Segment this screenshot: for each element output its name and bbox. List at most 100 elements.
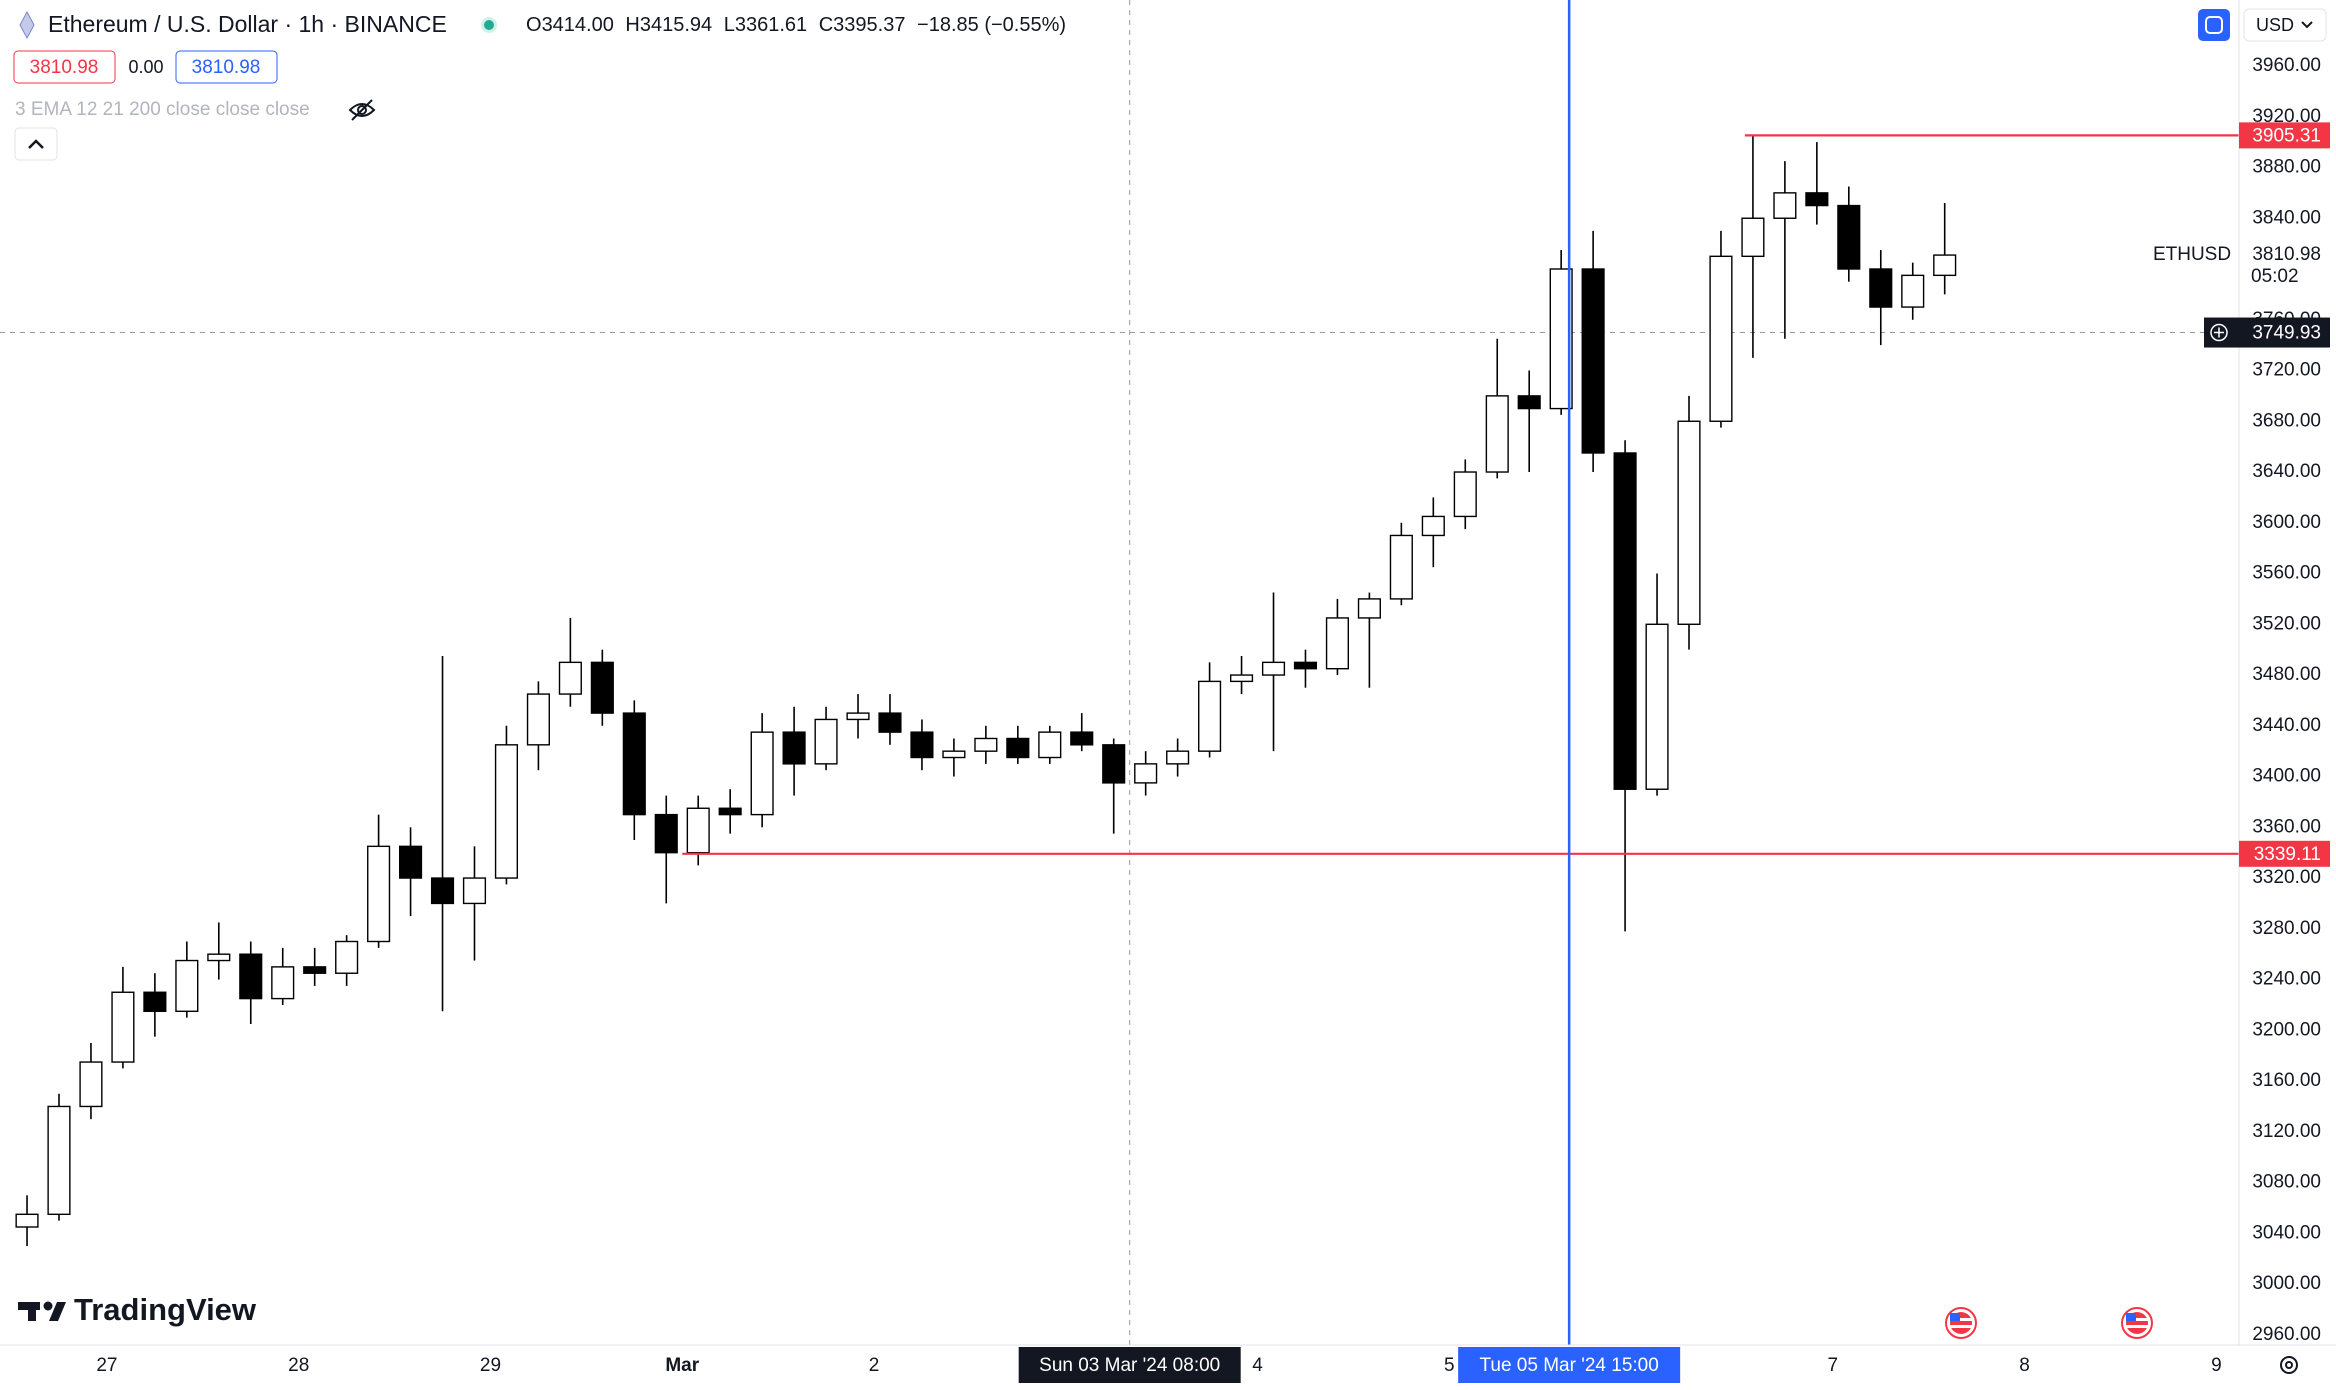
marker-time-label: Tue 05 Mar '24 15:00: [1479, 1355, 1658, 1376]
countdown-label: 05:02: [2251, 266, 2299, 287]
candle-body: [1613, 452, 1637, 790]
candle-body: [1166, 750, 1190, 765]
candle-body: [1645, 623, 1669, 790]
add-alert-plus: [2214, 327, 2224, 338]
candle-body: [590, 661, 614, 714]
x-tick-label: 8: [2019, 1355, 2030, 1376]
x-tick-label: 5: [1444, 1355, 1455, 1376]
candle-body: [942, 750, 966, 759]
x-tick-label: 29: [480, 1355, 501, 1376]
candle-body: [1006, 737, 1030, 759]
x-tick-label: 27: [96, 1355, 117, 1376]
y-tick-label: 3000.00: [2252, 1273, 2321, 1294]
y-tick-label: 3880.00: [2252, 157, 2321, 178]
y-tick-label: 3040.00: [2252, 1222, 2321, 1243]
candle-body: [1709, 255, 1733, 422]
candle-body: [686, 807, 710, 854]
indicator-legend[interactable]: 3 EMA 12 21 200 close close close: [15, 99, 310, 120]
collapse-button[interactable]: [14, 127, 58, 161]
currency-button[interactable]: [2243, 8, 2327, 42]
buy-price[interactable]: 3810.98: [192, 57, 261, 78]
y-tick-label: 3640.00: [2252, 461, 2321, 482]
x-tick-label: 28: [288, 1355, 309, 1376]
currency-caret: [2301, 21, 2313, 29]
y-tick-label: 3120.00: [2252, 1121, 2321, 1142]
x-tick-label: 4: [1252, 1355, 1263, 1376]
crosshair-time-badge: [1018, 1347, 1241, 1383]
candle-body: [303, 966, 327, 974]
y-tick-label: 3360.00: [2252, 816, 2321, 837]
symbol-label: ETHUSD: [2153, 244, 2231, 265]
candle-body: [1485, 395, 1509, 473]
y-tick-label: 3320.00: [2252, 867, 2321, 888]
candle-body: [207, 953, 231, 962]
candle-body: [878, 712, 902, 733]
last-price-label: 3810.98: [2252, 244, 2321, 265]
status-dot: [484, 20, 494, 30]
candle-body: [47, 1105, 71, 1216]
candle-body: [1198, 680, 1222, 752]
crosshair-time-label: Sun 03 Mar '24 08:00: [1039, 1355, 1220, 1376]
hide-icon[interactable]: [348, 99, 376, 121]
y-tick-label: 3440.00: [2252, 715, 2321, 736]
layout-button[interactable]: [2198, 9, 2230, 41]
candle-body: [398, 845, 423, 879]
ohlc-label: O: [526, 14, 542, 36]
sell-price[interactable]: 3810.98: [30, 57, 99, 78]
ohlc-legend: O3414.00 H3415.94 L3361.61 C3395.37 −18.…: [526, 14, 1066, 36]
candle-body: [1549, 268, 1573, 410]
currency[interactable]: USD: [2256, 15, 2294, 35]
candle-body: [526, 693, 550, 746]
price-badge: [2239, 122, 2330, 149]
y-tick-label: 2960.00: [2252, 1324, 2321, 1345]
ohlc-value: 3415.94: [640, 14, 712, 36]
candle-body: [367, 845, 391, 943]
candle-body: [143, 991, 167, 1012]
candle-body: [79, 1061, 103, 1108]
candle-body: [15, 1213, 39, 1228]
candle-body: [1933, 254, 1957, 277]
y-tick-label: 3560.00: [2252, 563, 2321, 584]
candle-body: [654, 813, 678, 854]
candle-body: [1453, 471, 1477, 518]
y-tick-label: 3720.00: [2252, 360, 2321, 381]
candle-body: [1677, 420, 1701, 625]
event-flag[interactable]: [1945, 1307, 1977, 1339]
y-tick-label: 3920.00: [2252, 106, 2321, 127]
buy-button[interactable]: [175, 50, 278, 84]
candle-body: [1837, 204, 1861, 270]
candle-body: [271, 966, 295, 1000]
price-badge-label: 3905.31: [2252, 125, 2321, 146]
candle-body: [910, 731, 934, 759]
plot-area: [0, 0, 2239, 1345]
x-tick-label: 2: [869, 1355, 880, 1376]
sell-button[interactable]: [13, 50, 116, 84]
candle-body: [175, 959, 199, 1012]
candle-body: [1357, 598, 1381, 619]
symbol-title: Ethereum / U.S. Dollar · 1h · BINANCE: [48, 11, 447, 37]
price-badge: [2239, 840, 2330, 867]
layout-icon: [2205, 16, 2223, 34]
candle-body: [782, 731, 806, 765]
candle-body: [1773, 192, 1797, 219]
logo-text: TradingView: [74, 1292, 257, 1327]
x-tick-label: Mar: [665, 1355, 699, 1376]
ohlc-value: 3361.61: [735, 14, 807, 36]
candle-body: [1421, 515, 1445, 537]
ohlc-change: −18.85 (−0.55%): [917, 14, 1066, 36]
y-tick-label: 3520.00: [2252, 613, 2321, 634]
candle-body: [1805, 192, 1829, 207]
candle-body: [1102, 744, 1126, 784]
candle-body: [622, 712, 646, 816]
y-tick-label: 3480.00: [2252, 664, 2321, 685]
candle-body: [239, 953, 263, 1000]
candle-body: [1325, 617, 1350, 670]
y-tick-label: 3240.00: [2252, 969, 2321, 990]
settings-icon[interactable]: [2280, 1356, 2298, 1374]
candle-body: [846, 712, 870, 721]
candle-body: [1581, 268, 1605, 454]
event-flag[interactable]: [2121, 1307, 2153, 1339]
crosshair-price-badge: [2204, 317, 2330, 348]
